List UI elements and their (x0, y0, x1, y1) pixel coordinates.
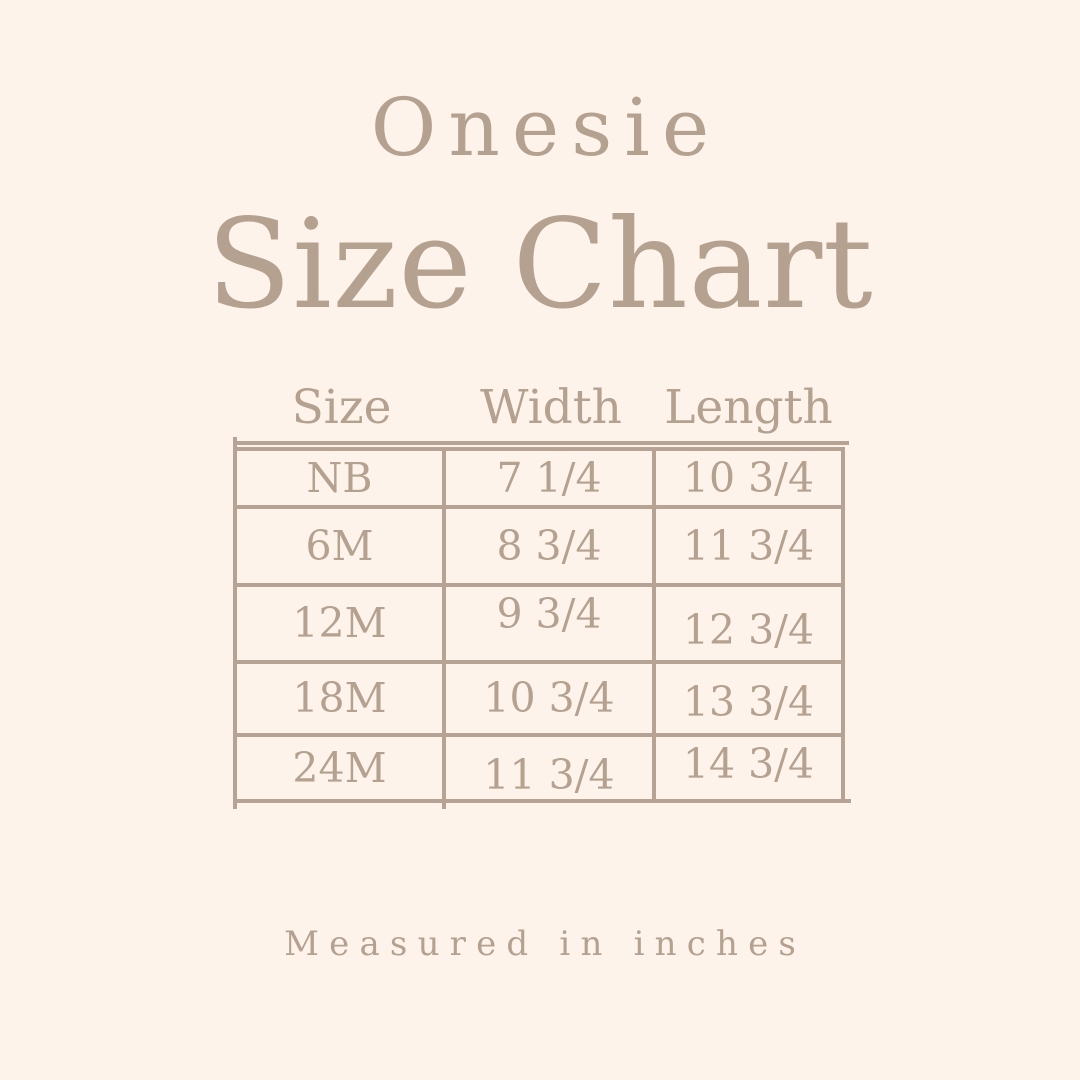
table-line-accent (839, 799, 851, 803)
table-cell-width: 8 3/4 (446, 509, 656, 587)
page-title: Size Chart (206, 193, 874, 337)
table-cell-size: 6M (237, 509, 446, 587)
table-line-accent (233, 799, 237, 809)
column-header-width: Width (480, 380, 622, 435)
table-cell-length: 14 3/4 (682, 739, 815, 788)
column-header-size: Size (291, 380, 392, 435)
table-cell-length: 10 3/4 (656, 451, 841, 509)
table-cell-length: 11 3/4 (656, 509, 841, 587)
footer-note: Measured in inches (284, 924, 807, 964)
product-title: Onesie (370, 81, 722, 174)
table-cell-size: 18M (237, 664, 446, 737)
table-cell-size: NB (237, 451, 446, 509)
table-cell-size: 24M (237, 737, 446, 799)
table-cell-width: 11 3/4 (446, 737, 656, 799)
table-cell-size: 12M (237, 587, 446, 664)
table-cell-width: 10 3/4 (446, 664, 656, 737)
column-header-length: Length (664, 380, 833, 435)
size-table: NB 7 1/4 10 3/4 6M 8 3/4 11 3/4 12M 9 3/… (233, 437, 851, 809)
table-cell-width: 7 1/4 (446, 451, 656, 509)
table-cell-length: 12 3/4 (656, 587, 841, 664)
table-header-row: Size Width Length (237, 380, 841, 435)
table-cell-width: 9 3/4 (446, 587, 656, 664)
table-line-accent (442, 799, 446, 809)
table-cell-length: 13 3/4 (656, 664, 841, 737)
